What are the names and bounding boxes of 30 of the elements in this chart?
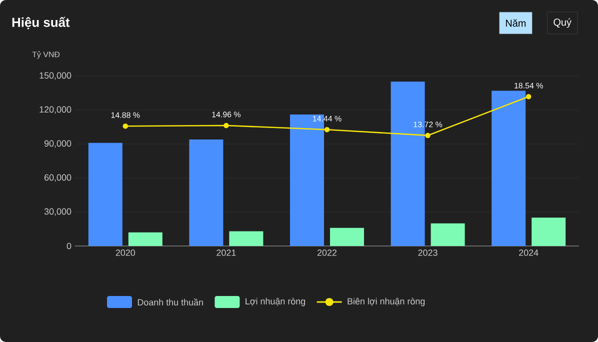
point — [425, 132, 430, 138]
y-tick-label: 0 — [66, 242, 72, 250]
bar — [189, 139, 224, 246]
chart-title: Hiệu suất — [12, 16, 70, 30]
bar — [229, 231, 264, 246]
legend-label: Doanh thu thuần — [138, 298, 203, 306]
x-tick-label: 2021 — [216, 250, 236, 256]
bar — [492, 90, 526, 246]
bar — [330, 228, 364, 246]
point — [526, 94, 532, 100]
legend-label: Biên lợi nhuận ròng — [348, 298, 425, 306]
legend-label: Lợi nhuận ròng — [246, 298, 306, 306]
text: Năm — [506, 19, 526, 27]
bar — [532, 218, 566, 246]
bar — [88, 142, 122, 246]
y-tick-label: 120,000 — [40, 106, 72, 114]
point — [122, 123, 128, 129]
bar — [430, 223, 465, 246]
x-tick-label: 2022 — [317, 250, 337, 256]
text: Quý — [554, 18, 572, 28]
x-tick-label: 2020 — [116, 250, 136, 256]
point — [224, 122, 229, 128]
y-tick-label: 150,000 — [40, 72, 72, 80]
y-tick-label: 60,000 — [44, 174, 72, 182]
y-tick-label: 30,000 — [44, 208, 72, 216]
bar — [128, 232, 162, 246]
point — [324, 127, 330, 132]
y-tick-label: 90,000 — [44, 140, 72, 148]
x-tick-label: 2024 — [519, 250, 538, 256]
x-tick-label: 2023 — [418, 250, 438, 256]
